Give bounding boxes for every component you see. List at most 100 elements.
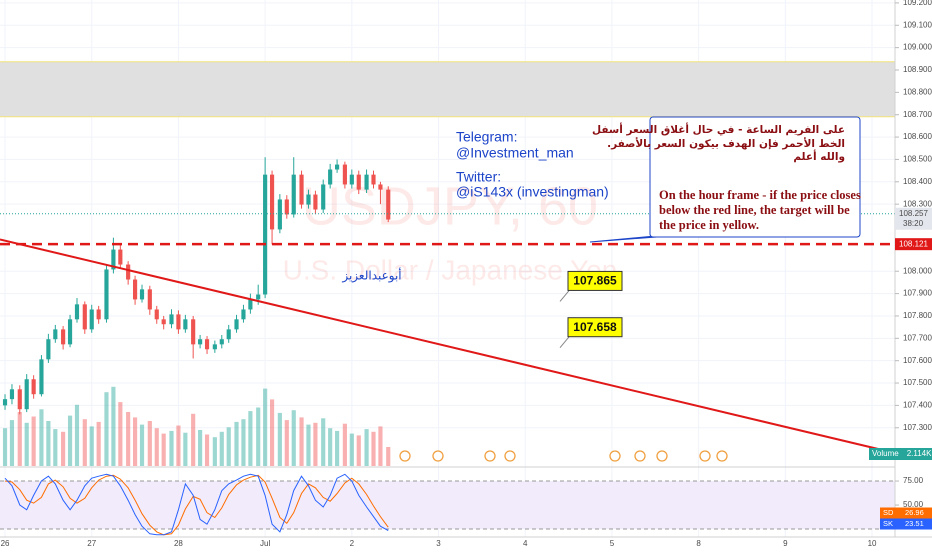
event-icon[interactable] [399,450,411,462]
volume-bar [291,410,296,466]
last-price-box [895,207,932,230]
volume-bar [306,424,311,466]
twitter-label: Twitter: [456,169,501,185]
volume-bar [241,419,246,466]
volume-bar [349,433,354,466]
candle-body [291,174,296,215]
candle-body [61,329,66,345]
candle-body [328,169,333,185]
volume-bar [24,422,29,466]
volume-label: Volume 2.114K [872,449,932,458]
candle-body [82,304,87,330]
candle-body [277,199,282,230]
last-price-label: 108.257 [899,209,928,218]
volume-bar [183,432,188,466]
volume-bar [342,423,347,466]
volume-bar [53,429,58,466]
rsi-line [4,474,389,536]
volume-bar [364,429,369,466]
event-icon[interactable] [699,450,711,462]
y-tick-label: 107.500 [903,378,932,387]
event-icons [399,450,728,462]
rsi-value-box [880,518,932,530]
y-tick-label: 108.900 [903,65,932,74]
candle-body [321,184,326,210]
event-icon[interactable] [634,450,646,462]
symbol-watermark: USDJPY, 60 [302,176,598,236]
candle-body [24,379,29,410]
y-tick-label: 107.400 [903,401,932,410]
volume-bar [61,431,66,466]
volume-bar [169,430,174,466]
y-tick-label: 107.900 [903,289,932,298]
event-icon[interactable] [656,450,668,462]
rsi-value-box [880,507,932,519]
rsi-value: 23.51 [905,519,924,528]
x-tick-label: 5 [610,539,615,548]
rsi-line [4,473,389,536]
volume-bar [198,430,203,466]
volume-bar [284,420,289,466]
volume-bar [219,431,224,466]
y-tick-label: 107.800 [903,311,932,320]
candle-body [111,249,116,270]
candle-body [226,329,231,340]
volume-bar [328,428,333,466]
note-english: the price in yellow. [659,218,759,232]
volume-bar [111,386,116,466]
event-icon[interactable] [609,450,621,462]
x-tick-label: 4 [523,539,528,548]
volume-bar [132,417,138,466]
volume-bar [277,412,282,466]
red-level-label: 108.121 [899,239,928,248]
candle-body [104,269,109,320]
volume-bar [176,425,181,466]
candle-body [154,309,159,320]
candle-body [191,319,196,345]
candle-body [183,319,188,330]
volume-bar [39,409,44,466]
candle-body [371,174,376,185]
volume-bar [118,402,123,466]
volume-bar [82,419,87,466]
volume-bar [371,431,376,466]
y-tick-label: 108.600 [903,132,932,141]
note-english: below the red line, the target will be [659,203,850,217]
volume-bar [256,407,261,466]
candle-body [53,329,58,340]
event-icon[interactable] [432,450,444,462]
candle-body [204,339,210,350]
volume-bar [89,426,94,466]
candle-body [269,174,275,230]
trend-line [0,238,896,455]
candle-body [147,289,152,310]
volume-bar [67,415,73,466]
x-tick-label: 26 [1,539,10,548]
rsi-tick-label: 75.00 [903,476,924,485]
candle-body [313,194,318,210]
y-tick-label: 108.700 [903,110,932,119]
red-level-box [895,238,932,251]
volume-bar [248,411,253,466]
candle-body [17,389,22,410]
volume-bar [299,417,304,466]
candle-body [118,249,123,265]
volume-bar [96,421,101,466]
candle-body [2,399,8,406]
volume-bar [126,412,131,466]
event-icon[interactable] [716,450,728,462]
candle-body [364,174,369,190]
event-icon[interactable] [484,450,496,462]
volume-bar [154,428,159,466]
event-icon[interactable] [504,450,516,462]
x-tick-label: 10 [868,539,877,548]
candle-body [176,314,181,330]
volume-bar [204,434,210,466]
x-tick-label: 28 [174,539,183,548]
candle-body [335,164,340,170]
candle-body [378,184,383,190]
volume-bar [234,421,239,466]
volume-bar [212,437,217,466]
y-tick-label: 109.200 [903,0,932,7]
